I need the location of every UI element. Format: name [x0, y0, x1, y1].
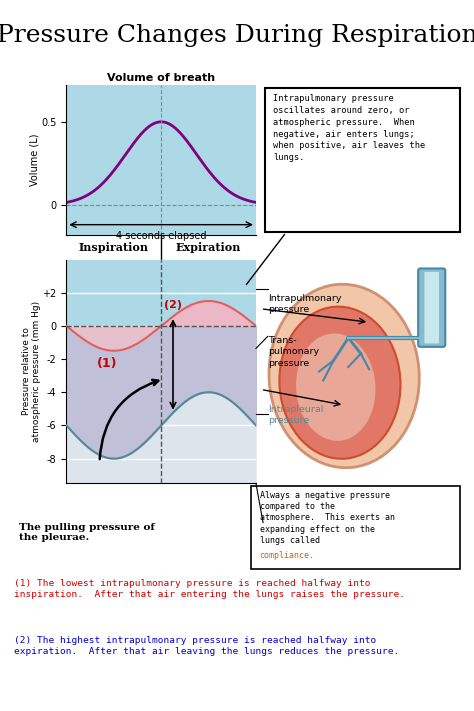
- Ellipse shape: [296, 333, 375, 441]
- Title: Volume of breath: Volume of breath: [107, 73, 215, 83]
- Text: Trans-
pulmonary
pressure: Trans- pulmonary pressure: [268, 336, 319, 368]
- FancyBboxPatch shape: [265, 88, 460, 232]
- Text: Always a negative pressure
compared to the
atmosphere.  This exerts an
expanding: Always a negative pressure compared to t…: [260, 491, 394, 545]
- Ellipse shape: [279, 306, 401, 459]
- FancyBboxPatch shape: [251, 486, 460, 569]
- Text: (2): (2): [164, 299, 182, 309]
- Text: The pulling pressure of
the pleurae.: The pulling pressure of the pleurae.: [19, 523, 155, 542]
- Y-axis label: Volume (L): Volume (L): [30, 134, 40, 186]
- Ellipse shape: [269, 284, 419, 468]
- Text: Intrapulmonary
pressure: Intrapulmonary pressure: [268, 294, 341, 314]
- Text: Intrapulmonary pressure
oscillates around zero, or
atmospheric pressure.  When
n: Intrapulmonary pressure oscillates aroun…: [273, 95, 425, 162]
- Text: (1) The lowest intrapulmonary pressure is reached halfway into
inspiration.  Aft: (1) The lowest intrapulmonary pressure i…: [14, 579, 405, 599]
- Text: (1): (1): [97, 358, 118, 370]
- FancyBboxPatch shape: [418, 269, 445, 347]
- Text: (2) The highest intrapulmonary pressure is reached halfway into
expiration.  Aft: (2) The highest intrapulmonary pressure …: [14, 636, 400, 656]
- Text: Intrapleural
pressure: Intrapleural pressure: [268, 405, 323, 425]
- Text: Pressure Changes During Respiration: Pressure Changes During Respiration: [0, 24, 474, 47]
- Text: Inspiration: Inspiration: [79, 242, 149, 252]
- Y-axis label: Pressure relative to
atmospheric pressure (mm Hg): Pressure relative to atmospheric pressur…: [22, 301, 41, 442]
- Text: Expiration: Expiration: [176, 242, 241, 252]
- Text: 4 seconds elapsed: 4 seconds elapsed: [116, 231, 206, 241]
- FancyBboxPatch shape: [424, 272, 439, 343]
- Text: compliance.: compliance.: [260, 551, 315, 560]
